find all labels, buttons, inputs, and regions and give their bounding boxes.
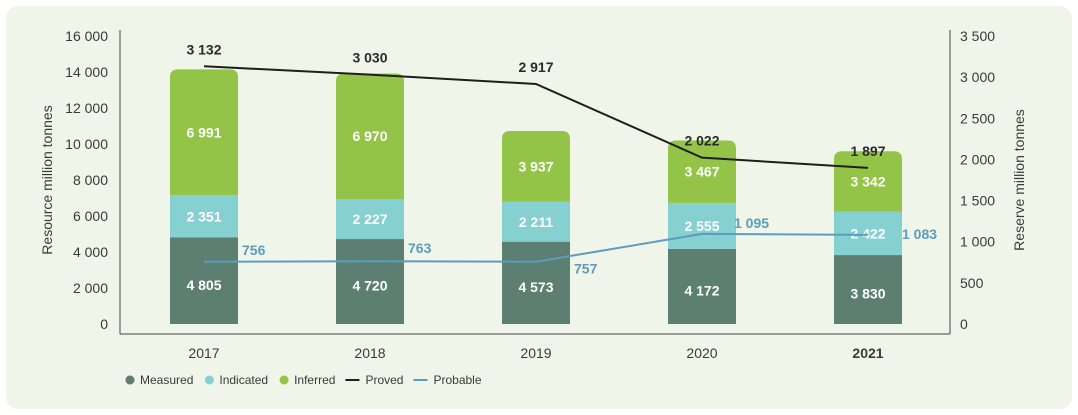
bar-label-indicated: 2 227 <box>352 211 387 227</box>
proved-label: 1 897 <box>850 143 885 159</box>
bar-label-measured: 4 720 <box>352 278 387 294</box>
legend-label: Inferred <box>294 373 335 387</box>
bar-label-inferred: 6 991 <box>186 124 221 140</box>
legend-label: Proved <box>365 373 403 387</box>
proved-label: 2 022 <box>684 133 719 149</box>
legend-swatch <box>125 375 135 385</box>
bar-indicated <box>336 198 404 240</box>
y-right-tick-label: 2 000 <box>960 151 995 167</box>
bar-label-indicated: 2 555 <box>684 218 719 234</box>
bar-measured <box>502 241 570 324</box>
bar-label-indicated: 2 211 <box>519 214 553 230</box>
bar-inferred <box>336 73 404 199</box>
bar-measured <box>170 237 238 324</box>
legend-swatch <box>279 375 289 385</box>
bar-label-measured: 4 172 <box>684 282 719 298</box>
bar-indicated <box>170 195 238 238</box>
line-probable <box>203 232 869 263</box>
x-tick-label: 2018 <box>354 345 385 361</box>
y-right-tick-label: 2 500 <box>960 110 995 126</box>
legend-label: Indicated <box>219 373 268 387</box>
probable-label: 1 095 <box>734 215 769 231</box>
y-right-tick-label: 1 000 <box>960 234 995 250</box>
bar-label-measured: 3 830 <box>850 286 885 302</box>
bar-label-measured: 4 573 <box>518 279 553 295</box>
y-left-tick-label: 16 000 <box>65 28 108 44</box>
probable-label: 763 <box>408 240 432 256</box>
bar-indicated <box>502 201 570 242</box>
bar-inferred <box>668 140 736 203</box>
probable-label: 757 <box>574 261 598 277</box>
x-tick-label: 2019 <box>520 345 551 361</box>
bar-inferred <box>170 69 238 196</box>
y-left-tick-label: 10 000 <box>65 136 108 152</box>
bar-measured <box>336 239 404 324</box>
bar-indicated <box>834 211 902 256</box>
bar-label-inferred: 3 342 <box>850 173 885 189</box>
y-left-tick-label: 2 000 <box>73 280 108 296</box>
y-left-axis-title: Resource million tonnes <box>39 105 55 254</box>
bar-measured <box>834 255 902 324</box>
probable-label: 1 083 <box>902 226 937 242</box>
bar-label-measured: 4 805 <box>186 277 221 293</box>
bar-inferred <box>502 131 570 202</box>
x-tick-label: 2021 <box>852 345 883 361</box>
bar-measured <box>668 248 736 324</box>
y-right-tick-label: 3 500 <box>960 28 995 44</box>
y-right-tick-label: 0 <box>960 316 968 332</box>
legend-label: Probable <box>433 373 481 387</box>
bar-label-inferred: 3 937 <box>518 158 553 174</box>
y-left-tick-label: 14 000 <box>65 64 108 80</box>
bar-label-indicated: 2 422 <box>850 225 885 241</box>
y-left-tick-label: 12 000 <box>65 100 108 116</box>
y-right-tick-label: 500 <box>960 275 984 291</box>
x-tick-label: 2017 <box>188 345 219 361</box>
y-right-axis-title: Reserve million tonnes <box>1011 109 1027 251</box>
x-tick-label: 2020 <box>686 345 717 361</box>
bar-label-indicated: 2 351 <box>186 208 221 224</box>
y-left-tick-label: 8 000 <box>73 172 108 188</box>
proved-label: 3 030 <box>352 50 387 66</box>
bar-label-inferred: 6 970 <box>352 128 387 144</box>
proved-label: 3 132 <box>186 41 221 57</box>
legend-label: Measured <box>140 373 193 387</box>
y-left-tick-label: 0 <box>100 316 108 332</box>
legend-swatch <box>204 375 214 385</box>
y-left-tick-label: 4 000 <box>73 244 108 260</box>
bar-label-inferred: 3 467 <box>684 164 719 180</box>
line-proved <box>203 65 869 169</box>
bar-indicated <box>668 202 736 249</box>
proved-label: 2 917 <box>518 59 553 75</box>
y-right-tick-label: 1 500 <box>960 193 995 209</box>
probable-label: 756 <box>242 242 266 258</box>
y-right-tick-label: 3 000 <box>960 69 995 85</box>
y-left-tick-label: 6 000 <box>73 208 108 224</box>
